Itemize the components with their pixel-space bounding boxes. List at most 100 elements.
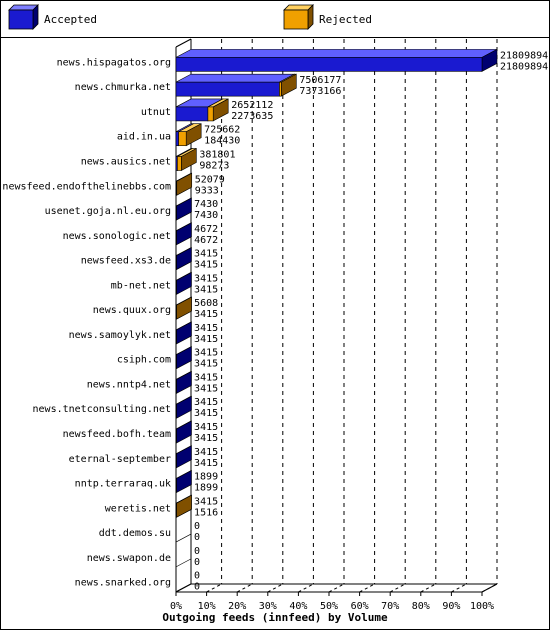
bar-rejected-front	[175, 502, 177, 518]
value-label-accepted: 1899	[194, 483, 218, 494]
category-label: aid.in.ua	[117, 132, 171, 143]
x-tick-label: 20%	[228, 601, 246, 612]
value-label-offered: 3415	[194, 273, 218, 284]
legend-accepted-label: Accepted	[44, 13, 97, 26]
value-label-offered: 4672	[194, 224, 218, 235]
value-label-accepted: 3415	[194, 433, 218, 444]
x-tick-label: 10%	[198, 601, 216, 612]
bar-rejected	[175, 494, 192, 518]
floor-gridline	[389, 583, 406, 593]
bar-accepted-front	[175, 403, 177, 419]
x-tick-label: 40%	[289, 601, 307, 612]
value-label-offered: 3415	[194, 372, 218, 383]
bar-accepted-front	[175, 428, 177, 444]
x-tick-label: 80%	[412, 601, 430, 612]
category-label: news.sonologic.net	[63, 231, 171, 242]
category-label: eternal-september	[69, 454, 171, 465]
category-label: newsfeed.bofh.team	[63, 429, 171, 440]
value-label-accepted: 0	[194, 557, 200, 568]
bar-accepted	[175, 420, 192, 444]
category-label: mb-net.net	[111, 280, 171, 291]
bars	[175, 48, 498, 592]
value-label-offered: 3415	[194, 496, 218, 507]
value-label-offered: 381801	[199, 149, 235, 160]
floor-gridline	[481, 583, 498, 593]
bar-accepted-front	[175, 205, 177, 221]
bar-empty	[175, 533, 192, 543]
bar-accepted-front	[175, 478, 177, 493]
bar-accepted-front	[175, 453, 177, 469]
x-tick-label: 0%	[170, 601, 182, 612]
x-tick-label: 70%	[381, 601, 399, 612]
legend-rejected-swatch	[283, 4, 314, 30]
category-label: ddt.demos.su	[99, 528, 171, 539]
bar-accepted	[175, 346, 192, 370]
bar-accepted-front	[175, 230, 177, 246]
value-label-accepted: 1516	[194, 507, 218, 518]
bar-rejected-front	[279, 81, 282, 97]
value-label-offered: 0	[194, 546, 200, 557]
category-label: weretis.net	[105, 503, 171, 514]
category-label: newsfeed.endofthelinebbs.com	[2, 181, 171, 192]
category-labels: news.hispagatos.org news.chmurka.net utnut…	[2, 57, 171, 588]
bar-accepted	[175, 222, 192, 246]
legend-accepted-swatch	[8, 4, 39, 30]
value-label-accepted: 3415	[194, 334, 218, 345]
bar-accepted	[175, 445, 192, 469]
x-tick-label: 60%	[351, 601, 369, 612]
x-tick-label: 50%	[320, 601, 338, 612]
x-tick-label: 30%	[259, 601, 277, 612]
category-label: news.tnetconsulting.net	[33, 404, 171, 415]
floor-gridline	[298, 583, 314, 593]
floor-gridline	[328, 583, 345, 593]
value-label-offered: 2652112	[231, 100, 273, 111]
gridlines	[206, 39, 498, 593]
value-label-accepted: 2273635	[231, 111, 273, 122]
category-label: utnut	[141, 107, 171, 118]
bar-accepted-front	[175, 280, 177, 295]
bar-accepted-top	[175, 73, 295, 83]
value-label-accepted: 0	[194, 582, 200, 593]
floor-gridline	[420, 583, 437, 593]
bar-accepted	[175, 470, 192, 494]
value-label-accepted: 7373166	[299, 86, 341, 97]
x-tick-label: 90%	[442, 601, 460, 612]
value-label-offered: 0	[194, 571, 200, 582]
floor-gridline	[206, 583, 222, 593]
bar-rejected	[207, 98, 229, 122]
bar-accepted-front	[175, 329, 177, 345]
value-label-accepted: 4672	[194, 235, 218, 246]
x-axis-ticks: 0% 10% 20% 30% 40% 50% 60% 70% 80% 90% 100%	[170, 592, 494, 612]
bar-accepted-front	[175, 255, 177, 270]
category-label: usenet.goja.nl.eu.org	[45, 206, 171, 217]
bar-rejected-front	[175, 304, 177, 320]
bar-accepted	[175, 73, 295, 97]
category-label: news.quux.org	[93, 305, 171, 316]
value-label-accepted: 3415	[194, 408, 218, 419]
value-label-offered: 725662	[204, 125, 240, 136]
value-label-accepted: 9333	[195, 185, 219, 196]
category-label: news.chmurka.net	[75, 82, 171, 93]
bar-accepted-top	[175, 49, 498, 58]
bar-rejected	[175, 296, 192, 320]
category-label: csiph.com	[117, 355, 171, 366]
value-label-accepted: 3415	[194, 260, 218, 271]
bar-accepted	[175, 395, 192, 419]
bar-accepted-front	[175, 81, 280, 97]
value-label-offered: 3415	[194, 348, 218, 359]
bar-rejected-front	[207, 106, 214, 122]
value-label-accepted: 7430	[194, 210, 218, 221]
value-label-accepted: 3415	[194, 284, 218, 295]
value-label-accepted: 3415	[194, 458, 218, 469]
category-label: news.snarked.org	[75, 578, 171, 589]
value-label-offered: 1899	[194, 472, 218, 483]
bar-accepted-front	[175, 379, 177, 394]
legend: Accepted Rejected	[8, 4, 372, 30]
bar-accepted	[175, 321, 192, 345]
bar-accepted-front	[175, 57, 483, 72]
category-label: news.ausics.net	[81, 156, 171, 167]
